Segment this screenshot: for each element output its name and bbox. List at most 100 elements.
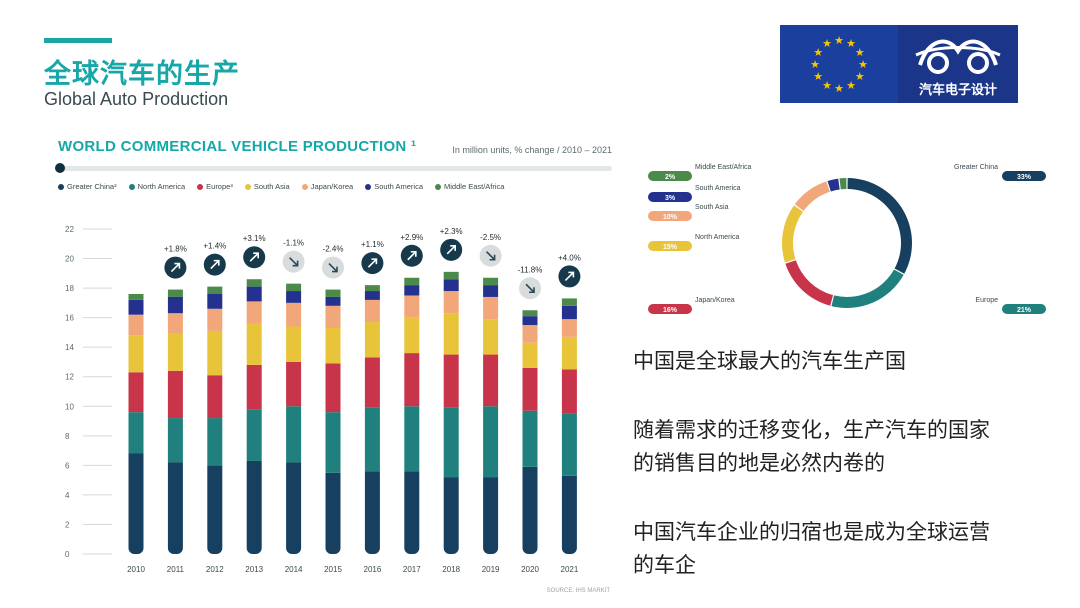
donut-slice [847, 178, 912, 274]
bar-segment [167, 462, 183, 554]
arrow-glyph [367, 258, 378, 268]
title-accent-bar [44, 38, 112, 43]
logo-block: ★ ★ ★ ★ ★ ★ ★ ★ ★ ★ ★ ★ 汽车电子设计 [780, 25, 1018, 103]
legend-swatch [58, 183, 64, 190]
x-tick-label: 2017 [403, 565, 421, 574]
brand-logo: 汽车电子设计 [898, 25, 1018, 103]
bar-segment [404, 353, 420, 407]
x-tick-label: 2013 [245, 565, 263, 574]
arrow-glyph [249, 252, 259, 262]
bar-segment [207, 286, 223, 294]
donut-slice [794, 181, 830, 211]
bar-segment [246, 286, 262, 302]
bar-segment [167, 370, 183, 419]
arrow-glyph [210, 259, 220, 270]
bar-segment [128, 299, 144, 315]
donut-value-label: 2% [665, 174, 676, 181]
y-tick-label: 0 [65, 550, 70, 559]
bar-segment [404, 406, 420, 472]
bar-segment [483, 285, 499, 297]
bar-segment [443, 354, 459, 408]
donut-slice [785, 260, 834, 306]
legend-label: Europe³ [206, 182, 233, 191]
eu-star-icon: ★ [834, 34, 844, 47]
bar-segment [443, 291, 459, 314]
bar-segment [404, 295, 420, 318]
donut-chart: 2% Middle East/Africa 3% South America 10% So… [648, 164, 1046, 314]
x-tick-label: 2014 [285, 565, 303, 574]
bar-segment [561, 413, 577, 476]
bar-segment [404, 285, 420, 296]
bar-segment [167, 333, 183, 371]
change-label: -2.4% [323, 245, 344, 254]
legend-item: Greater China² [58, 182, 117, 191]
donut-value-label: 3% [665, 195, 676, 202]
legend-item: South Asia [244, 182, 290, 191]
paragraph-2: 随着需求的迁移变化，生产汽车的国家 的销售目的地是必然内卷的 [633, 414, 1053, 480]
bar-segment [167, 418, 183, 463]
bar-chart-panel: WORLD COMMERCIAL VEHICLE PRODUCTION ¹ In… [50, 130, 620, 600]
bar-segment [404, 277, 420, 286]
donut-value-label: 33% [1017, 174, 1032, 181]
bar-segment [443, 407, 459, 478]
eu-flag-icon: ★ ★ ★ ★ ★ ★ ★ ★ ★ ★ ★ ★ [780, 25, 898, 103]
x-tick-label: 2012 [206, 565, 224, 574]
donut-category-label: Middle East/Africa [695, 164, 752, 171]
car-logo-icon [915, 39, 1001, 74]
legend-label: Greater China² [67, 182, 117, 191]
bar-segment [522, 310, 538, 317]
x-tick-label: 2011 [167, 565, 185, 574]
y-tick-label: 22 [65, 225, 74, 234]
eu-star-icon: ★ [855, 46, 865, 59]
arrow-glyph [328, 263, 338, 273]
eu-star-icon: ★ [813, 70, 823, 83]
bar-segment [364, 291, 380, 300]
bar-segment [286, 283, 302, 292]
x-tick-label: 2015 [324, 565, 342, 574]
bar-segment [325, 305, 341, 328]
bar-segment [246, 364, 262, 410]
change-label: -1.1% [283, 239, 304, 248]
eu-star-icon: ★ [834, 82, 844, 95]
legend-label: South America [374, 182, 424, 191]
bar-segment [207, 375, 223, 419]
arrow-glyph [289, 257, 299, 267]
timeline-track [58, 166, 612, 171]
donut-slice [839, 178, 847, 190]
eu-stars: ★ ★★★★★★★★★★★ [810, 34, 868, 95]
bar-segment [522, 367, 538, 411]
bar-segment [286, 361, 302, 407]
donut-slice [831, 269, 904, 308]
bar-segment [483, 354, 499, 407]
eu-star-icon: ★ [822, 79, 832, 92]
bar-segment [207, 308, 223, 331]
bar-segment [325, 327, 341, 364]
change-label: +4.0% [558, 253, 581, 262]
donut-category-label: Japan/Korea [695, 297, 735, 304]
bar-segment [483, 406, 499, 478]
y-tick-label: 14 [65, 343, 74, 352]
bar-segment [246, 301, 262, 324]
y-tick-label: 20 [65, 255, 74, 264]
bar-segment [364, 357, 380, 408]
paragraph-1-line: 中国是全球最大的汽车生产国 [633, 349, 906, 373]
donut-category-label: North America [695, 234, 739, 241]
change-label: +3.1% [243, 234, 266, 243]
donut-value-pill [648, 304, 692, 314]
page-subtitle: Global Auto Production [44, 89, 229, 109]
bar-segment [522, 325, 538, 343]
bar-segment [167, 289, 183, 297]
bar-segment [483, 277, 499, 286]
eu-star-icon: ★ [822, 37, 832, 50]
paragraph-2-line-2: 的销售目的地是必然内卷的 [633, 451, 885, 475]
bar-segment [443, 279, 459, 292]
donut-value-pill [648, 241, 692, 251]
legend-swatch [128, 183, 135, 190]
change-label: +1.4% [203, 242, 226, 251]
x-tick-label: 2018 [442, 565, 460, 574]
paragraph-1: 中国是全球最大的汽车生产国 [633, 345, 1053, 378]
legend-swatch [197, 183, 204, 190]
bar-segment [286, 406, 302, 463]
bar-segment [561, 298, 577, 306]
bar-segment [364, 299, 380, 323]
